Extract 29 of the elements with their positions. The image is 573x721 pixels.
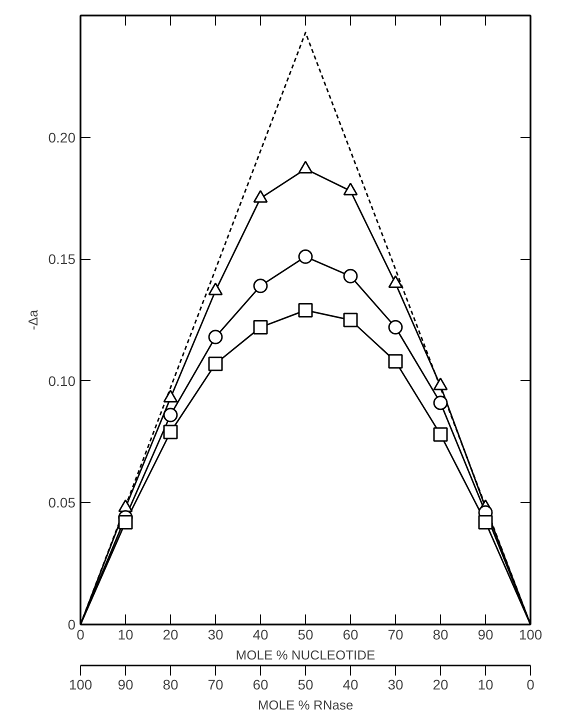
x2-tick-label: 20 — [432, 676, 448, 692]
x-tick-label: 30 — [208, 626, 224, 642]
x2-tick-label: 50 — [298, 676, 314, 692]
x2-tick-label: 70 — [208, 676, 224, 692]
y-tick-label: 0.05 — [48, 494, 76, 511]
x-tick-label: 50 — [298, 626, 314, 642]
y-axis-title: -Δa — [25, 309, 40, 330]
x2-tick-label: 80 — [162, 676, 178, 692]
y-tick-label: 0.20 — [48, 129, 76, 146]
x-tick-label: 80 — [432, 626, 448, 642]
x-tick-label: 20 — [162, 626, 178, 642]
x2-tick-label: 10 — [478, 676, 494, 692]
x-axis-title: MOLE % NUCLEOTIDE — [236, 648, 376, 662]
x-tick-label: 90 — [478, 626, 494, 642]
x2-tick-label: 40 — [342, 676, 358, 692]
x-tick-label: 60 — [342, 626, 358, 642]
x-tick-label: 10 — [118, 626, 134, 642]
x2-tick-label: 60 — [252, 676, 268, 692]
x2-axis-title: MOLE % RNase — [258, 698, 354, 712]
y-tick-label: 0.10 — [48, 372, 76, 389]
y-tick-label: 0 — [68, 616, 76, 632]
y-tick-label: 0.15 — [48, 251, 76, 268]
x2-tick-label: 100 — [68, 676, 92, 692]
x2-tick-label: 30 — [388, 676, 404, 692]
x2-tick-label: 0 — [526, 676, 535, 692]
x-tick-label: 70 — [388, 626, 404, 642]
x-tick-label: 100 — [518, 626, 542, 642]
x2-tick-label: 90 — [118, 676, 134, 692]
x-tick-label: 40 — [252, 626, 268, 642]
